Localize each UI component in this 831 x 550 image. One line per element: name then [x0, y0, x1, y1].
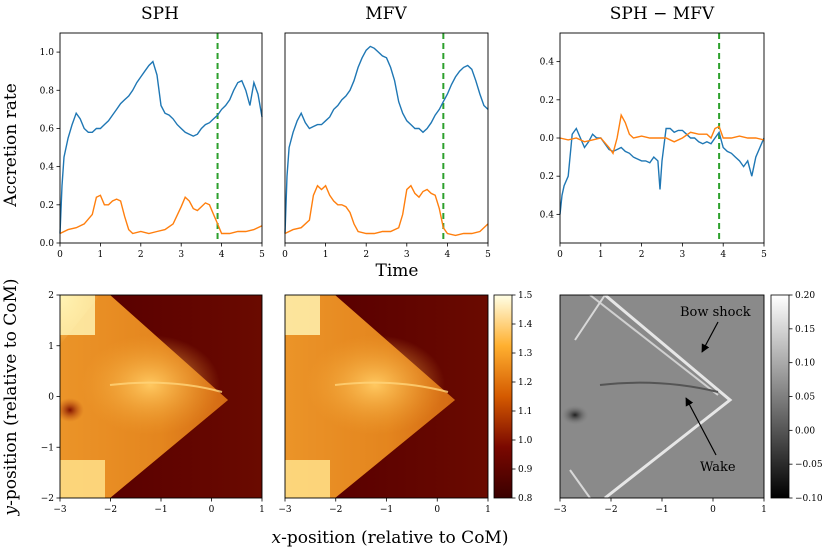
colorbar-tick-label: 0.00 [795, 426, 815, 436]
colorbar-difference: −0.10 −0.05 0.00 0.05 0.10 0.15 0.20 [770, 291, 823, 504]
x-tick-label: −2 [604, 505, 617, 515]
panel-mfv-accretion: 0 1 2 3 4 5 [282, 32, 491, 260]
heatmap-sph-image [60, 295, 262, 498]
colorbar-tick-label: 1.5 [518, 291, 533, 301]
axes-frame [59, 32, 263, 244]
panel-mfv-density: −3 −2 −1 0 1 [278, 294, 491, 515]
x-tick-label: 3 [178, 250, 184, 260]
y-tick-label: 0.0 [540, 134, 555, 144]
x-tick-label: 0 [434, 505, 440, 515]
x-tick-label: 5 [761, 250, 767, 260]
y-tick-label: 0.4 [540, 58, 555, 68]
y-tick-label: 0.8 [40, 86, 55, 96]
y-tick-label: 0.0 [40, 239, 55, 249]
x-tick-label: −2 [104, 505, 117, 515]
x-tick-label: 1 [323, 250, 329, 260]
x-tick-label: 5 [485, 250, 491, 260]
xlabel-time: Time [376, 261, 419, 281]
x-tick-label: 2 [363, 250, 369, 260]
colorbar-tick-label: 0.15 [795, 325, 815, 335]
series-line-2 [59, 194, 263, 235]
x-tick-label: 3 [680, 250, 686, 260]
panel-diff-accretion: 0 1 2 3 4 5 0.4 0.2 0.0 0.2 0.4 [540, 32, 767, 260]
x-tick-label: 1 [485, 505, 491, 515]
y-tick-label: 0.6 [40, 124, 55, 134]
title-sph: SPH [141, 4, 179, 24]
ylabel-position: y-position (relative to CoM) [1, 279, 21, 517]
ylabel-accretion: Accretion rate [1, 83, 21, 208]
series-line-1 [284, 45, 489, 234]
panel-sph-accretion: 0 1 2 3 4 5 0.0 0.2 0.4 0.6 0.8 1.0 [40, 32, 265, 260]
heatmap-diff-image [560, 295, 764, 498]
colorbar-tick-label: −0.05 [795, 460, 823, 470]
series-line-2 [559, 113, 765, 155]
y-tick-label: 0.4 [40, 163, 55, 173]
y-tick-label: 2 [48, 291, 54, 301]
x-tick-label: 2 [138, 250, 144, 260]
y-tick-label: 1.0 [40, 48, 55, 58]
x-tick-label: 1 [259, 505, 265, 515]
x-tick-label: 1 [598, 250, 604, 260]
colorbar-tick-label: 0.9 [518, 465, 533, 475]
x-tick-label: 5 [259, 250, 265, 260]
y-tick-label: 0.2 [540, 172, 554, 182]
x-tick-label: 0 [57, 250, 63, 260]
x-tick-label: −3 [553, 505, 567, 515]
y-tick-label: −2 [41, 494, 54, 504]
y-tick-label: 0.2 [540, 96, 554, 106]
x-tick-label: 0 [209, 505, 215, 515]
y-tick-label: 0.2 [40, 201, 54, 211]
colorbar-tick-label: 1.3 [518, 349, 533, 359]
colorbar-tick-label: −0.10 [795, 494, 823, 504]
y-tick-label: 0 [48, 393, 54, 403]
annotation-wake: Wake [700, 460, 736, 475]
colorbar-tick-label: 0.05 [795, 393, 815, 403]
axes-frame [284, 32, 489, 244]
x-tick-label: −1 [380, 505, 393, 515]
y-tick-label: 0.4 [540, 210, 555, 220]
x-tick-label: −1 [154, 505, 167, 515]
x-tick-label: 4 [219, 250, 225, 260]
colorbar-tick-label: 0.10 [795, 359, 815, 369]
xlabel-position: x-position (relative to CoM) [272, 528, 509, 548]
bow-shock-arrow [701, 321, 719, 353]
colorbar-tick-label: 0.8 [518, 494, 533, 504]
colorbar-tick-label: 1.4 [518, 320, 533, 330]
x-tick-label: 0 [282, 250, 288, 260]
series-line-2 [284, 184, 489, 237]
x-tick-label: 3 [404, 250, 410, 260]
annotation-bow-shock: Bow shock [680, 305, 751, 320]
x-tick-label: −3 [53, 505, 67, 515]
y-tick-label: −1 [41, 443, 54, 453]
x-tick-label: −2 [329, 505, 342, 515]
x-tick-label: 2 [639, 250, 645, 260]
x-tick-label: −3 [278, 505, 292, 515]
x-tick-label: 1 [761, 505, 767, 515]
x-tick-label: 4 [445, 250, 451, 260]
wake-arrow [685, 397, 717, 456]
colorbar-tick-label: 1.0 [518, 436, 533, 446]
x-tick-label: −1 [655, 505, 668, 515]
panel-diff-density: −3 −2 −1 0 1 [553, 294, 767, 515]
series-line-1 [559, 127, 765, 215]
colorbar-tick-label: 0.20 [795, 291, 815, 301]
title-mfv: MFV [365, 4, 407, 24]
colorbar-tick-label: 1.1 [518, 407, 532, 417]
colorbar-tick-label: 1.2 [518, 378, 532, 388]
series-line-1 [59, 60, 263, 234]
x-tick-label: 4 [720, 250, 726, 260]
x-tick-label: 0 [710, 505, 716, 515]
colorbar-density: 0.8 0.9 1.0 1.1 1.2 1.3 1.4 1.5 [493, 291, 533, 504]
heatmap-mfv-image [285, 295, 488, 498]
x-tick-label: 1 [98, 250, 104, 260]
x-tick-label: 0 [557, 250, 563, 260]
title-diff: SPH − MFV [610, 4, 715, 24]
y-tick-label: 1 [48, 342, 54, 352]
